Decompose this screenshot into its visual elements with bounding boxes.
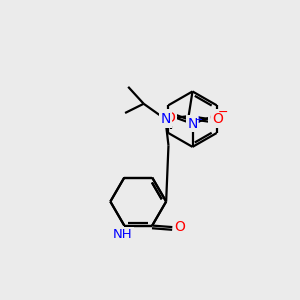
Text: NH: NH xyxy=(113,228,133,241)
Text: O: O xyxy=(209,111,220,124)
Text: −: − xyxy=(218,106,228,119)
Text: O: O xyxy=(165,111,176,124)
Text: O: O xyxy=(213,112,224,126)
Text: O: O xyxy=(175,220,185,234)
Text: N: N xyxy=(187,117,198,131)
Text: +: + xyxy=(194,115,202,125)
Text: N: N xyxy=(160,112,171,126)
